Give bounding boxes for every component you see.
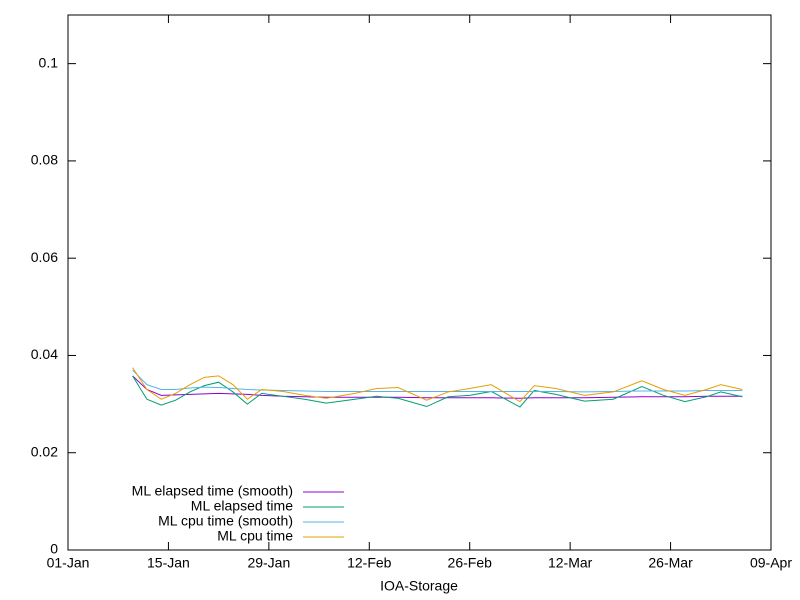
x-tick-label: 26-Mar: [648, 555, 693, 571]
y-tick-label: 0.1: [39, 54, 59, 70]
y-tick-label: 0.08: [31, 152, 58, 168]
legend-label: ML elapsed time: [191, 498, 293, 514]
x-tick-label: 12-Feb: [347, 555, 392, 571]
series-line: [132, 375, 743, 399]
y-tick-label: 0.04: [31, 346, 58, 362]
x-tick-label: 01-Jan: [47, 555, 90, 571]
series-line: [132, 375, 743, 408]
legend-label: ML cpu time (smooth): [158, 513, 293, 529]
legend-label: ML cpu time: [217, 528, 293, 544]
y-tick-label: 0.06: [31, 249, 58, 265]
plot-border: [67, 14, 772, 551]
x-axis-label: IOA-Storage: [380, 578, 458, 594]
y-tick-label: 0.02: [31, 443, 58, 459]
x-tick-label: 26-Feb: [448, 555, 493, 571]
series-line: [132, 369, 743, 393]
x-tick-label: 09-Apr: [750, 555, 792, 571]
legend-label: ML elapsed time (smooth): [132, 483, 293, 499]
y-tick-label: 0: [50, 541, 58, 557]
series-line: [132, 367, 743, 403]
x-tick-label: 12-Mar: [548, 555, 593, 571]
x-tick-label: 29-Jan: [247, 555, 290, 571]
x-tick-label: 15-Jan: [147, 555, 190, 571]
